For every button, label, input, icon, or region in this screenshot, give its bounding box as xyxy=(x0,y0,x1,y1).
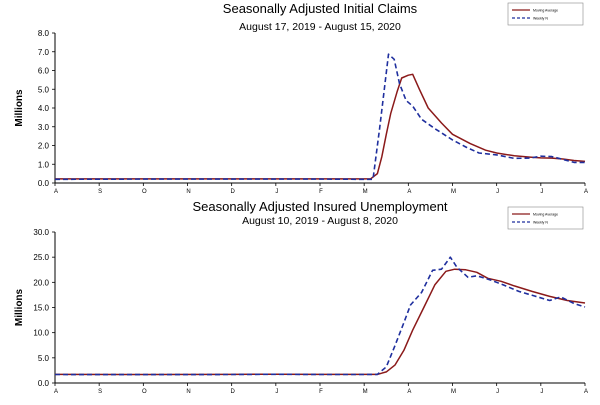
chart-title: Seasonally Adjusted Initial Claims xyxy=(223,1,418,16)
y-tick-label: 8.0 xyxy=(38,29,50,38)
x-tick-label: A xyxy=(407,189,411,195)
y-axis-label: Millions xyxy=(14,288,25,326)
y-tick-label: 20.0 xyxy=(33,278,49,287)
x-tick-label: S xyxy=(98,389,102,395)
legend-label-1: Moving Average xyxy=(533,213,558,217)
x-tick-label: M xyxy=(451,389,456,395)
y-tick-label: 5.0 xyxy=(38,354,50,363)
x-tick-label: D xyxy=(230,189,235,195)
x-tick-label: J xyxy=(540,189,543,195)
x-tick-label: O xyxy=(142,189,147,195)
legend-label-2: Weekly N xyxy=(533,17,548,21)
y-tick-label: 7.0 xyxy=(38,48,50,57)
chart-subtitle: August 10, 2019 - August 8, 2020 xyxy=(242,215,398,227)
x-tick-label: F xyxy=(319,389,323,395)
chart-1: Seasonally Adjusted Initial Claims August… xyxy=(14,1,588,195)
x-tick-label: N xyxy=(186,189,190,195)
x-tick-label: O xyxy=(142,389,147,395)
x-tick-label: A xyxy=(584,389,588,395)
y-tick-label: 4.0 xyxy=(38,104,50,113)
x-tick-label: A xyxy=(584,189,588,195)
x-tick-label: A xyxy=(54,389,58,395)
y-tick-label: 0.0 xyxy=(38,379,50,388)
x-tick-label: J xyxy=(540,389,543,395)
chart-subtitle: August 17, 2019 - August 15, 2020 xyxy=(239,21,401,33)
legend-label-1: Moving Average xyxy=(533,9,558,13)
legend-box xyxy=(507,206,584,230)
series-line-2 xyxy=(54,256,586,376)
x-tick-label: M xyxy=(363,389,368,395)
legend-label-2: Weekly N xyxy=(533,221,548,225)
y-tick-label: 5.0 xyxy=(38,85,50,94)
y-tick-label: 10.0 xyxy=(33,329,49,338)
legend: Moving Average Weekly N xyxy=(507,2,584,26)
x-tick-label: J xyxy=(496,189,499,195)
x-tick-label: N xyxy=(186,389,190,395)
x-tick-label: J xyxy=(275,389,278,395)
x-tick-label: D xyxy=(230,389,235,395)
x-tick-label: A xyxy=(54,189,58,195)
y-tick-label: 30.0 xyxy=(33,228,49,237)
x-tick-label: F xyxy=(319,189,323,195)
y-tick-label: 0.0 xyxy=(38,179,50,188)
chart-title: Seasonally Adjusted Insured Unemployment xyxy=(192,199,447,214)
series-line-1 xyxy=(55,73,586,180)
legend: Moving Average Weekly N xyxy=(507,206,584,230)
y-axis-label: Millions xyxy=(14,89,25,127)
x-tick-label: M xyxy=(451,189,456,195)
series-line-2 xyxy=(54,53,585,181)
x-tick-label: J xyxy=(275,189,278,195)
y-tick-label: 6.0 xyxy=(38,67,50,76)
x-tick-label: M xyxy=(363,189,368,195)
chart-2: Seasonally Adjusted Insured Unemployment… xyxy=(14,199,588,395)
y-tick-label: 1.0 xyxy=(38,160,50,169)
y-tick-label: 2.0 xyxy=(38,142,50,151)
legend-box xyxy=(507,2,584,26)
y-tick-label: 15.0 xyxy=(33,304,49,313)
x-tick-label: S xyxy=(98,189,102,195)
x-tick-label: J xyxy=(496,389,499,395)
y-tick-label: 3.0 xyxy=(38,123,50,132)
x-tick-label: A xyxy=(407,389,411,395)
y-tick-label: 25.0 xyxy=(33,253,49,262)
